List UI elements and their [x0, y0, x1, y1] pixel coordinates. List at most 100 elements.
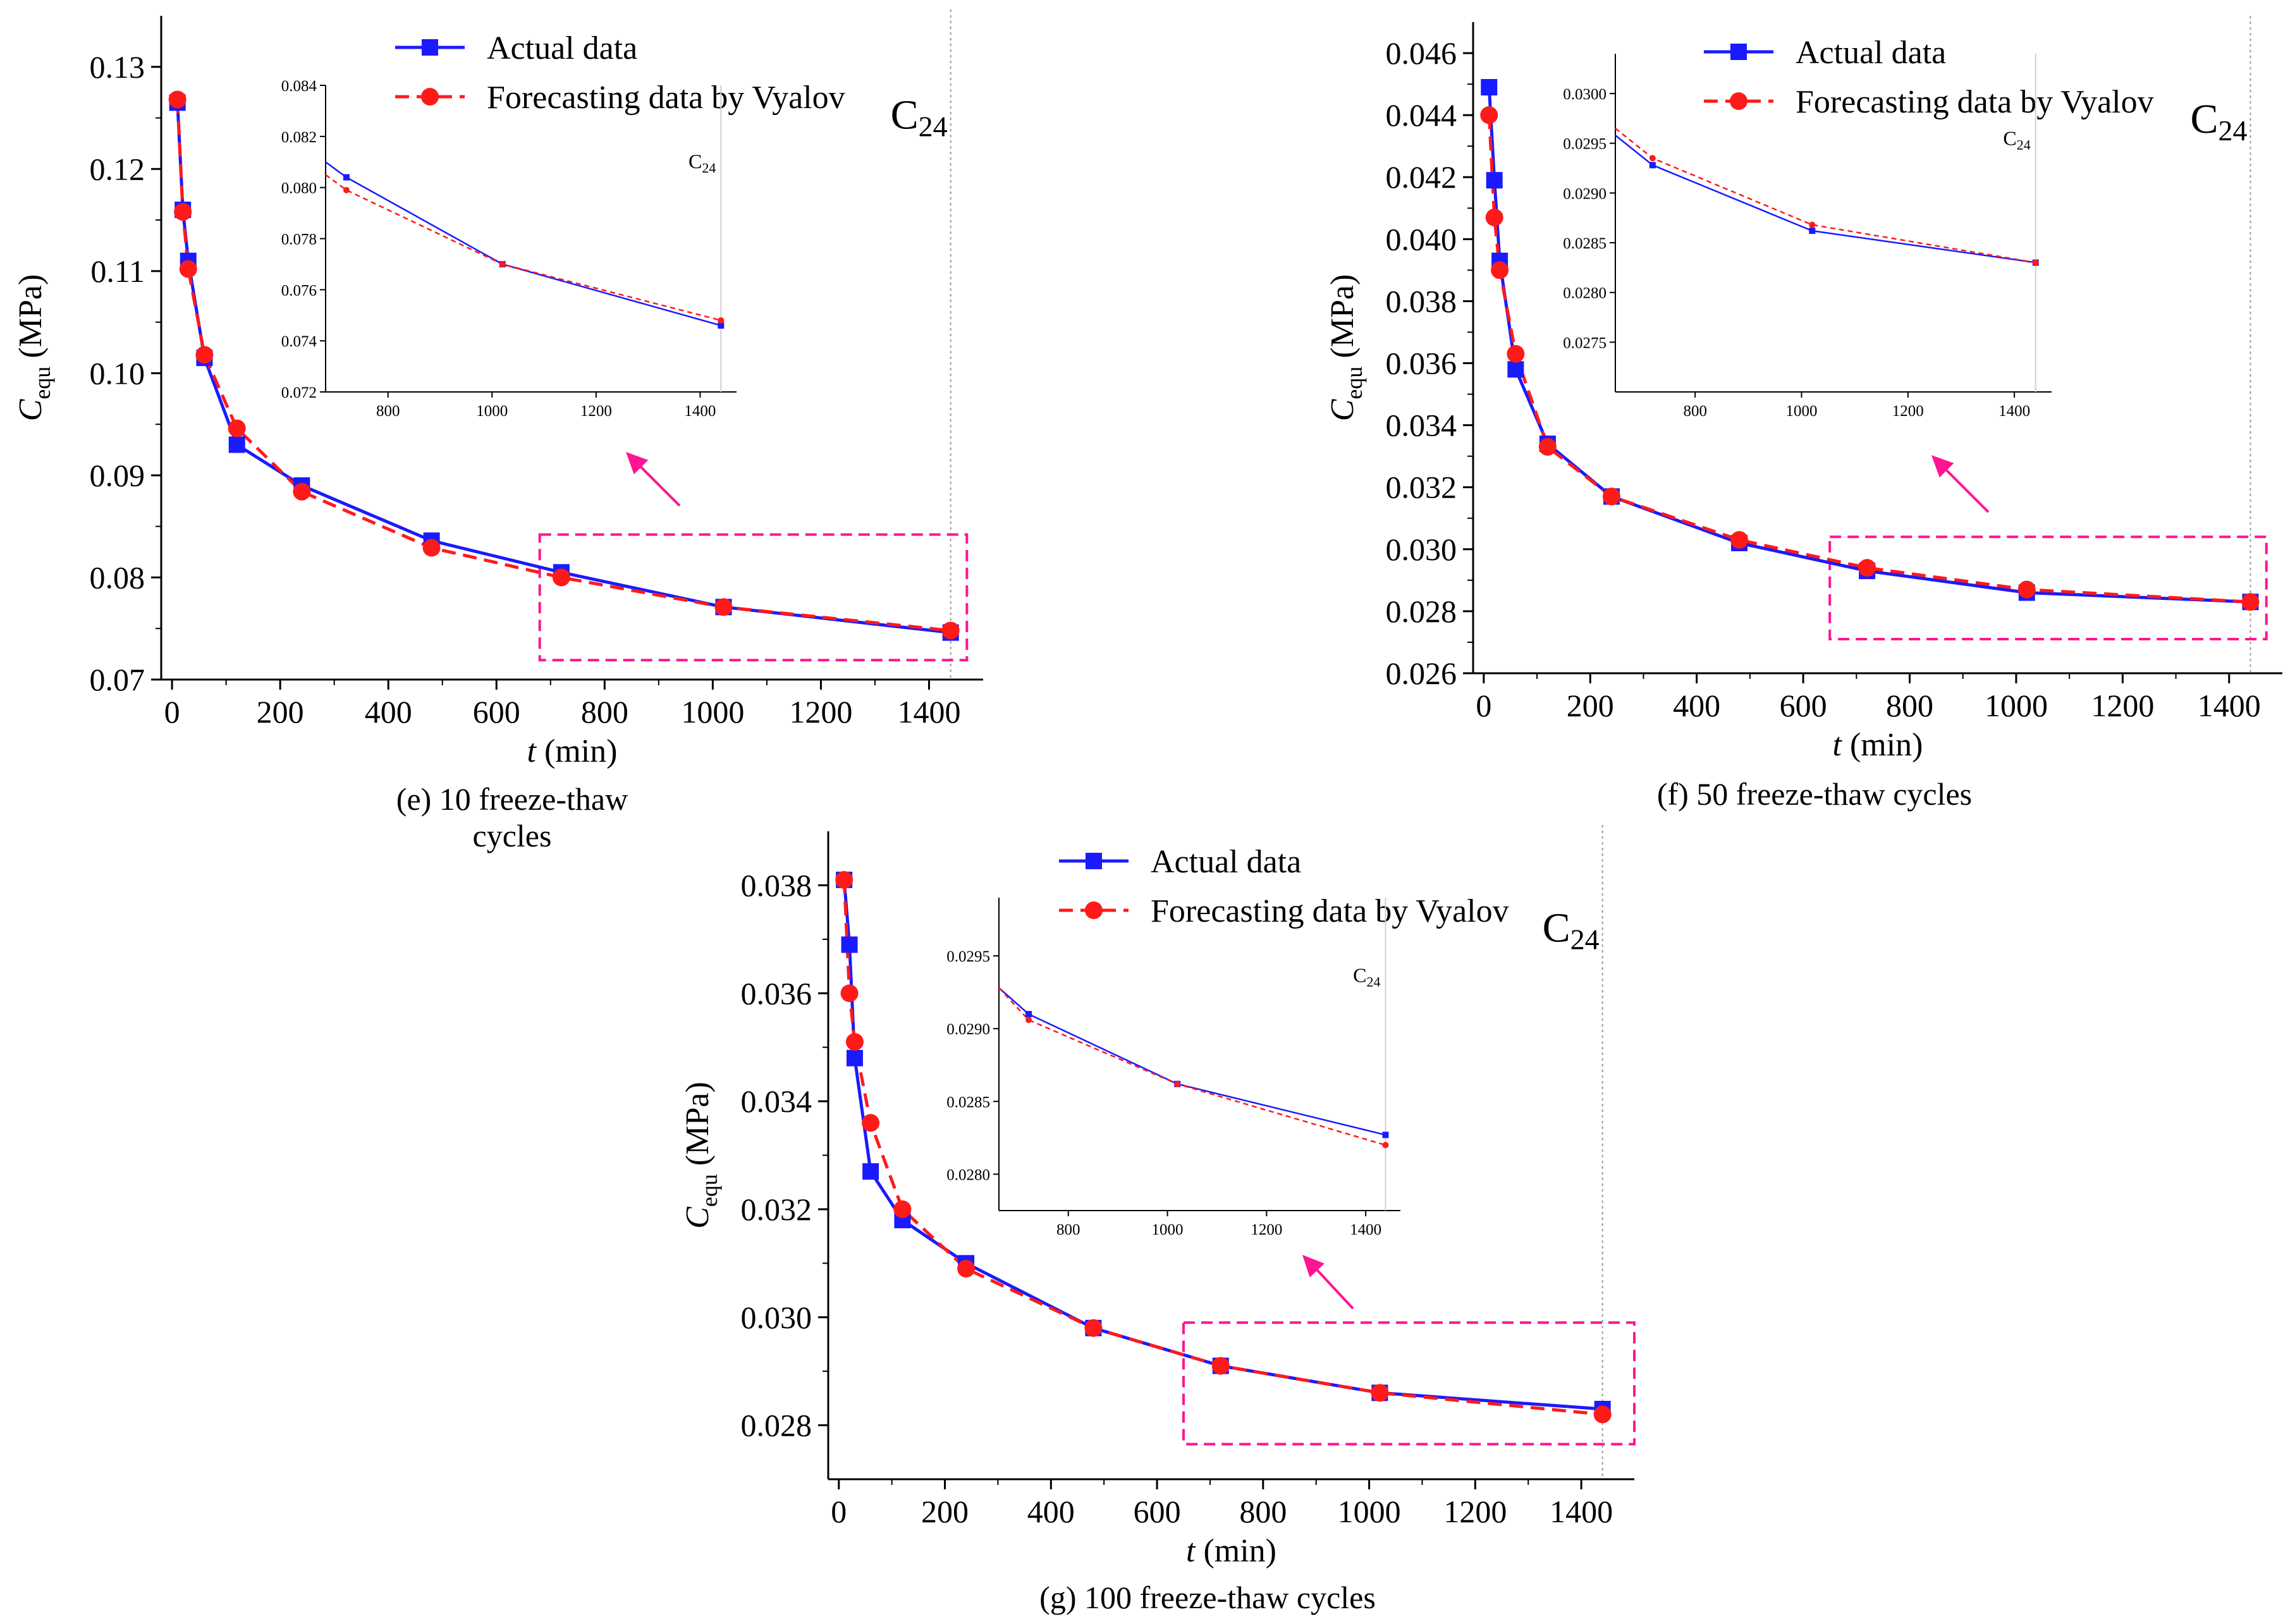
actual-data-point — [846, 1049, 863, 1066]
inset-actual-line — [998, 987, 1386, 1136]
inset-actual-point — [718, 322, 725, 329]
y-tick-label: 0.12 — [90, 151, 145, 186]
y-tick-label: 0.036 — [1386, 346, 1457, 381]
x-tick-label: 600 — [1134, 1494, 1181, 1529]
y-tick-label: 0.11 — [90, 253, 145, 289]
inset-x-tick-label: 1000 — [1786, 403, 1818, 420]
inset-y-tick-label: 0.0300 — [1563, 86, 1606, 103]
forecast-data-point — [422, 539, 441, 557]
inset-y-tick-label: 0.0280 — [946, 1166, 990, 1183]
inset-y-tick-label: 0.0275 — [1563, 334, 1606, 351]
legend: Actual data Forecasting data by Vyalov — [1059, 844, 1509, 929]
x-tick-label: 1000 — [1338, 1494, 1401, 1529]
y-axis-label: Cequ (MPa) — [13, 274, 55, 422]
x-tick-label: 1000 — [681, 694, 744, 730]
legend-actual-label: Actual data — [487, 30, 637, 66]
forecast-data-point — [1858, 559, 1876, 577]
y-tick-label: 0.034 — [1386, 408, 1457, 443]
legend: Actual data Forecasting data by Vyalov — [395, 30, 845, 116]
inset-forecast-point — [1649, 155, 1656, 162]
legend-actual-label: Actual data — [1151, 844, 1301, 880]
y-tick-label: 0.036 — [741, 975, 812, 1011]
forecast-data-point — [1491, 261, 1509, 279]
x-tick-label: 400 — [365, 694, 412, 730]
inset-x-tick-label: 1400 — [684, 403, 716, 420]
x-tick-label: 400 — [1673, 688, 1720, 723]
actual-data-point — [1507, 361, 1524, 378]
inset-x-tick-label: 1400 — [1350, 1221, 1381, 1238]
legend-actual-marker — [1086, 853, 1102, 869]
inset-y-tick-label: 0.074 — [281, 333, 317, 350]
actual-data-point — [1481, 79, 1498, 95]
forecast-data-point — [195, 346, 214, 364]
forecast-data-point — [293, 482, 311, 501]
zoom-arrow-head — [626, 452, 649, 475]
inset-x-tick-label: 1400 — [1998, 403, 2030, 420]
actual-data-point — [841, 936, 858, 953]
legend-forecast-label: Forecasting data by Vyalov — [1151, 893, 1509, 929]
forecast-data-point — [1084, 1319, 1103, 1337]
inset-forecast-point — [2032, 259, 2039, 266]
inset-x-tick-label: 1200 — [1892, 403, 1924, 420]
x-tick-label: 800 — [1886, 688, 1933, 723]
inset-x-tick-label: 1200 — [1251, 1221, 1282, 1238]
forecast-data-point — [1371, 1384, 1389, 1402]
chart-e: 0 200 400 600 800 1000 1200 1400 0.07 0.08 0.09 0.1… — [13, 9, 983, 769]
legend-actual-label: Actual data — [1796, 35, 1946, 71]
x-axis-label: t (min) — [1186, 1533, 1276, 1569]
legend-forecast-label: Forecasting data by Vyalov — [1796, 84, 2154, 120]
inset-y-tick-label: 0.0290 — [1563, 185, 1606, 202]
legend-forecast-marker — [421, 88, 439, 106]
inset-chart: 800 1000 1200 1400 0.0280 0.0285 0.0290 0.0295 C… — [946, 898, 1400, 1238]
legend-forecast-marker — [1085, 901, 1103, 919]
inset-c24-label: C24 — [2003, 126, 2030, 152]
y-tick-label: 0.030 — [741, 1300, 812, 1335]
forecast-data-point — [168, 90, 187, 109]
forecast-data-point — [1538, 437, 1557, 456]
legend-actual-marker — [422, 39, 438, 56]
x-tick-label: 200 — [921, 1494, 969, 1529]
actual-data-point — [1486, 172, 1503, 189]
forecast-data-point — [174, 203, 192, 221]
y-tick-label: 0.034 — [741, 1084, 812, 1119]
y-tick-label: 0.08 — [90, 559, 145, 595]
inset-actual-point — [1382, 1132, 1389, 1139]
inset-y-tick-label: 0.0285 — [1563, 235, 1606, 252]
y-tick-label: 0.13 — [90, 49, 145, 85]
forecast-data-point — [552, 568, 570, 587]
chart-g: 0 200 400 600 800 1000 1200 1400 0.028 0.030 0.032… — [680, 825, 1636, 1569]
inset-x-tick-label: 800 — [1683, 403, 1707, 420]
forecast-data-point — [1593, 1405, 1612, 1424]
inset-c24-label: C24 — [1353, 964, 1380, 990]
inset-x-tick-label: 1000 — [1152, 1221, 1184, 1238]
x-tick-label: 200 — [257, 694, 304, 730]
zoom-arrow-head — [1931, 455, 1954, 478]
forecast-data-point — [845, 1033, 864, 1051]
y-tick-label: 0.026 — [1386, 656, 1457, 691]
forecast-data-point — [957, 1259, 976, 1278]
legend-actual-marker — [1730, 44, 1747, 60]
inset-actual-point — [1025, 1011, 1032, 1018]
x-tick-label: 1400 — [1550, 1494, 1613, 1529]
inset-y-tick-label: 0.0295 — [1563, 136, 1606, 153]
x-tick-label: 800 — [1239, 1494, 1287, 1529]
y-tick-label: 0.032 — [741, 1192, 812, 1227]
inset-y-tick-label: 0.0295 — [946, 948, 990, 965]
x-tick-label: 0 — [831, 1494, 847, 1529]
inset-x-tick-label: 800 — [376, 403, 400, 420]
y-tick-label: 0.046 — [1386, 35, 1457, 71]
highlight-box — [1828, 535, 2268, 641]
inset-y-tick-label: 0.0285 — [946, 1094, 990, 1111]
y-tick-label: 0.040 — [1386, 221, 1457, 257]
y-tick-label: 0.028 — [1386, 594, 1457, 629]
inset-y-tick-label: 0.078 — [281, 231, 317, 248]
y-tick-label: 0.032 — [1386, 470, 1457, 505]
y-tick-label: 0.038 — [741, 867, 812, 903]
c24-label: C24 — [1543, 905, 1600, 955]
x-tick-label: 1400 — [897, 694, 960, 730]
zoom-arrow — [1939, 463, 1990, 513]
caption-g: (g) 100 freeze-thaw cycles — [1039, 1580, 1376, 1615]
forecast-data-point — [1480, 106, 1498, 125]
inset-actual-point — [343, 174, 350, 181]
